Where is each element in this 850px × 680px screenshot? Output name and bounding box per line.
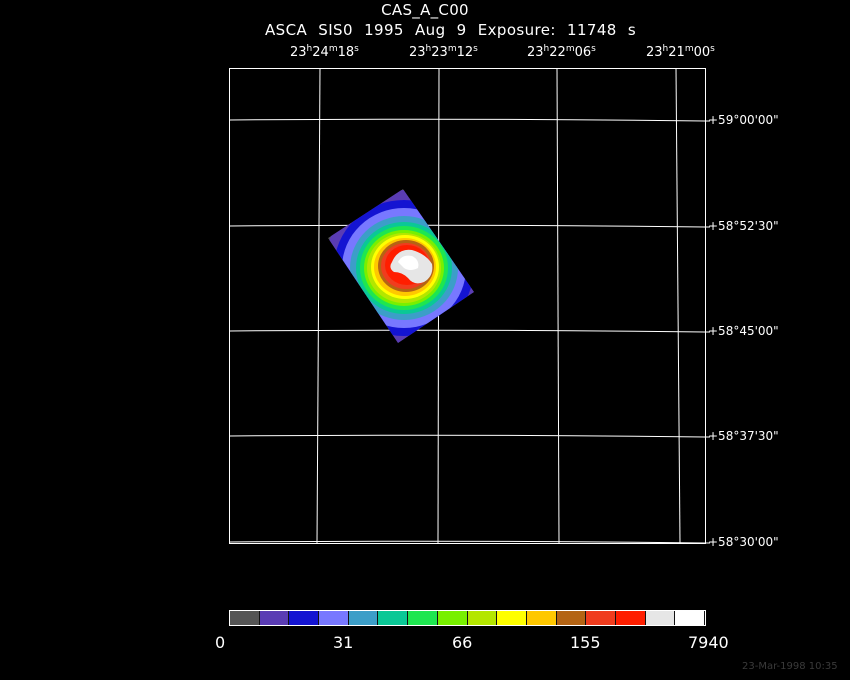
- colorbar-label-31: 31: [333, 633, 354, 652]
- color-scale-swatch: [556, 611, 587, 625]
- xray-image: [328, 189, 474, 343]
- dec-label-5: +58°30'00": [708, 535, 779, 549]
- color-scale-swatch: [319, 611, 349, 625]
- color-scale-swatch: [526, 611, 557, 625]
- color-scale-swatch: [230, 611, 260, 625]
- color-scale-swatch: [289, 611, 320, 625]
- dec-grid-line-5: [228, 540, 706, 544]
- color-scale-swatch: [615, 611, 646, 625]
- dec-ticks: [705, 120, 710, 544]
- ra-label-2: 23h23m12s: [409, 44, 478, 60]
- color-scale-swatch: [645, 611, 676, 625]
- dec-grid-line-2: [228, 224, 706, 228]
- dec-grid-line-3: [228, 329, 706, 333]
- ra-label-3: 23h22m06s: [527, 44, 596, 60]
- color-scale-swatch: [675, 611, 705, 625]
- ra-label-4: 23h21m00s: [646, 44, 715, 60]
- color-scale-swatch: [378, 611, 409, 625]
- color-scale-swatch: [408, 611, 438, 625]
- color-scale-swatch: [348, 611, 379, 625]
- color-scale-swatch: [497, 611, 527, 625]
- colorbar-label-0: 0: [215, 633, 226, 652]
- ra-grid-line-3: [556, 67, 560, 544]
- dec-grid: [228, 118, 706, 544]
- color-scale-bar: [229, 610, 706, 626]
- dec-grid-line-4: [228, 434, 706, 438]
- plot-frame: [229, 68, 706, 544]
- ra-grid-line-4: [675, 67, 681, 544]
- timestamp: 23-Mar-1998 10:35: [742, 661, 838, 672]
- ra-label-1: 23h24m18s: [290, 44, 359, 60]
- dec-label-2: +58°52'30": [708, 219, 779, 233]
- color-scale-swatch: [437, 611, 468, 625]
- colorbar-label-66: 66: [452, 633, 473, 652]
- color-scale-swatch: [259, 611, 290, 625]
- dec-label-3: +58°45'00": [708, 324, 779, 338]
- dec-label-1: +59°00'00": [708, 113, 779, 127]
- image-title: CAS_A_C00: [381, 1, 469, 19]
- color-scale-swatch: [467, 611, 498, 625]
- ra-grid-line-1: [316, 67, 321, 544]
- colorbar-label-155: 155: [570, 633, 601, 652]
- dec-grid-line-1: [228, 118, 706, 122]
- colorbar-label-7940: 7940: [688, 633, 729, 652]
- color-scale-swatch: [586, 611, 616, 625]
- dec-label-4: +58°37'30": [708, 429, 779, 443]
- observation-subtitle: ASCA SIS0 1995 Aug 9 Exposure: 11748 s: [265, 21, 637, 39]
- ra-grid: [316, 67, 681, 544]
